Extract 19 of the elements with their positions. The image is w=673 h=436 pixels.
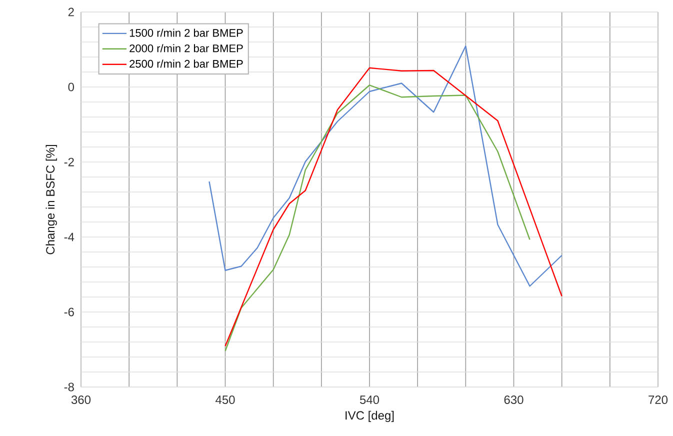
y-tick-label: -2 <box>64 158 74 166</box>
y-tick-label: -8 <box>64 382 74 392</box>
legend-label: 2500 r/min 2 bar BMEP <box>130 60 243 68</box>
x-tick-label: 720 <box>648 396 668 404</box>
x-tick-label: 450 <box>216 396 235 404</box>
x-tick-label: 360 <box>71 396 91 404</box>
line-series <box>208 46 562 287</box>
x-axis-title: IVC [deg] <box>346 410 394 422</box>
y-tick-label: -4 <box>64 232 74 242</box>
y-tick-label: 0 <box>68 82 74 92</box>
y-axis-title: Change in BSFC [%] <box>46 145 57 254</box>
y-tick-label: -6 <box>64 308 74 316</box>
line-series <box>224 84 530 352</box>
legend-label: 1500 r/min 2 bar BMEP <box>130 28 243 37</box>
y-tick-label: 2 <box>68 8 74 16</box>
line-series <box>224 67 562 347</box>
x-tick-label: 630 <box>504 396 524 404</box>
x-tick-label: 540 <box>360 396 380 404</box>
legend-label: 2000 r/min 2 bar BMEP <box>130 44 243 52</box>
